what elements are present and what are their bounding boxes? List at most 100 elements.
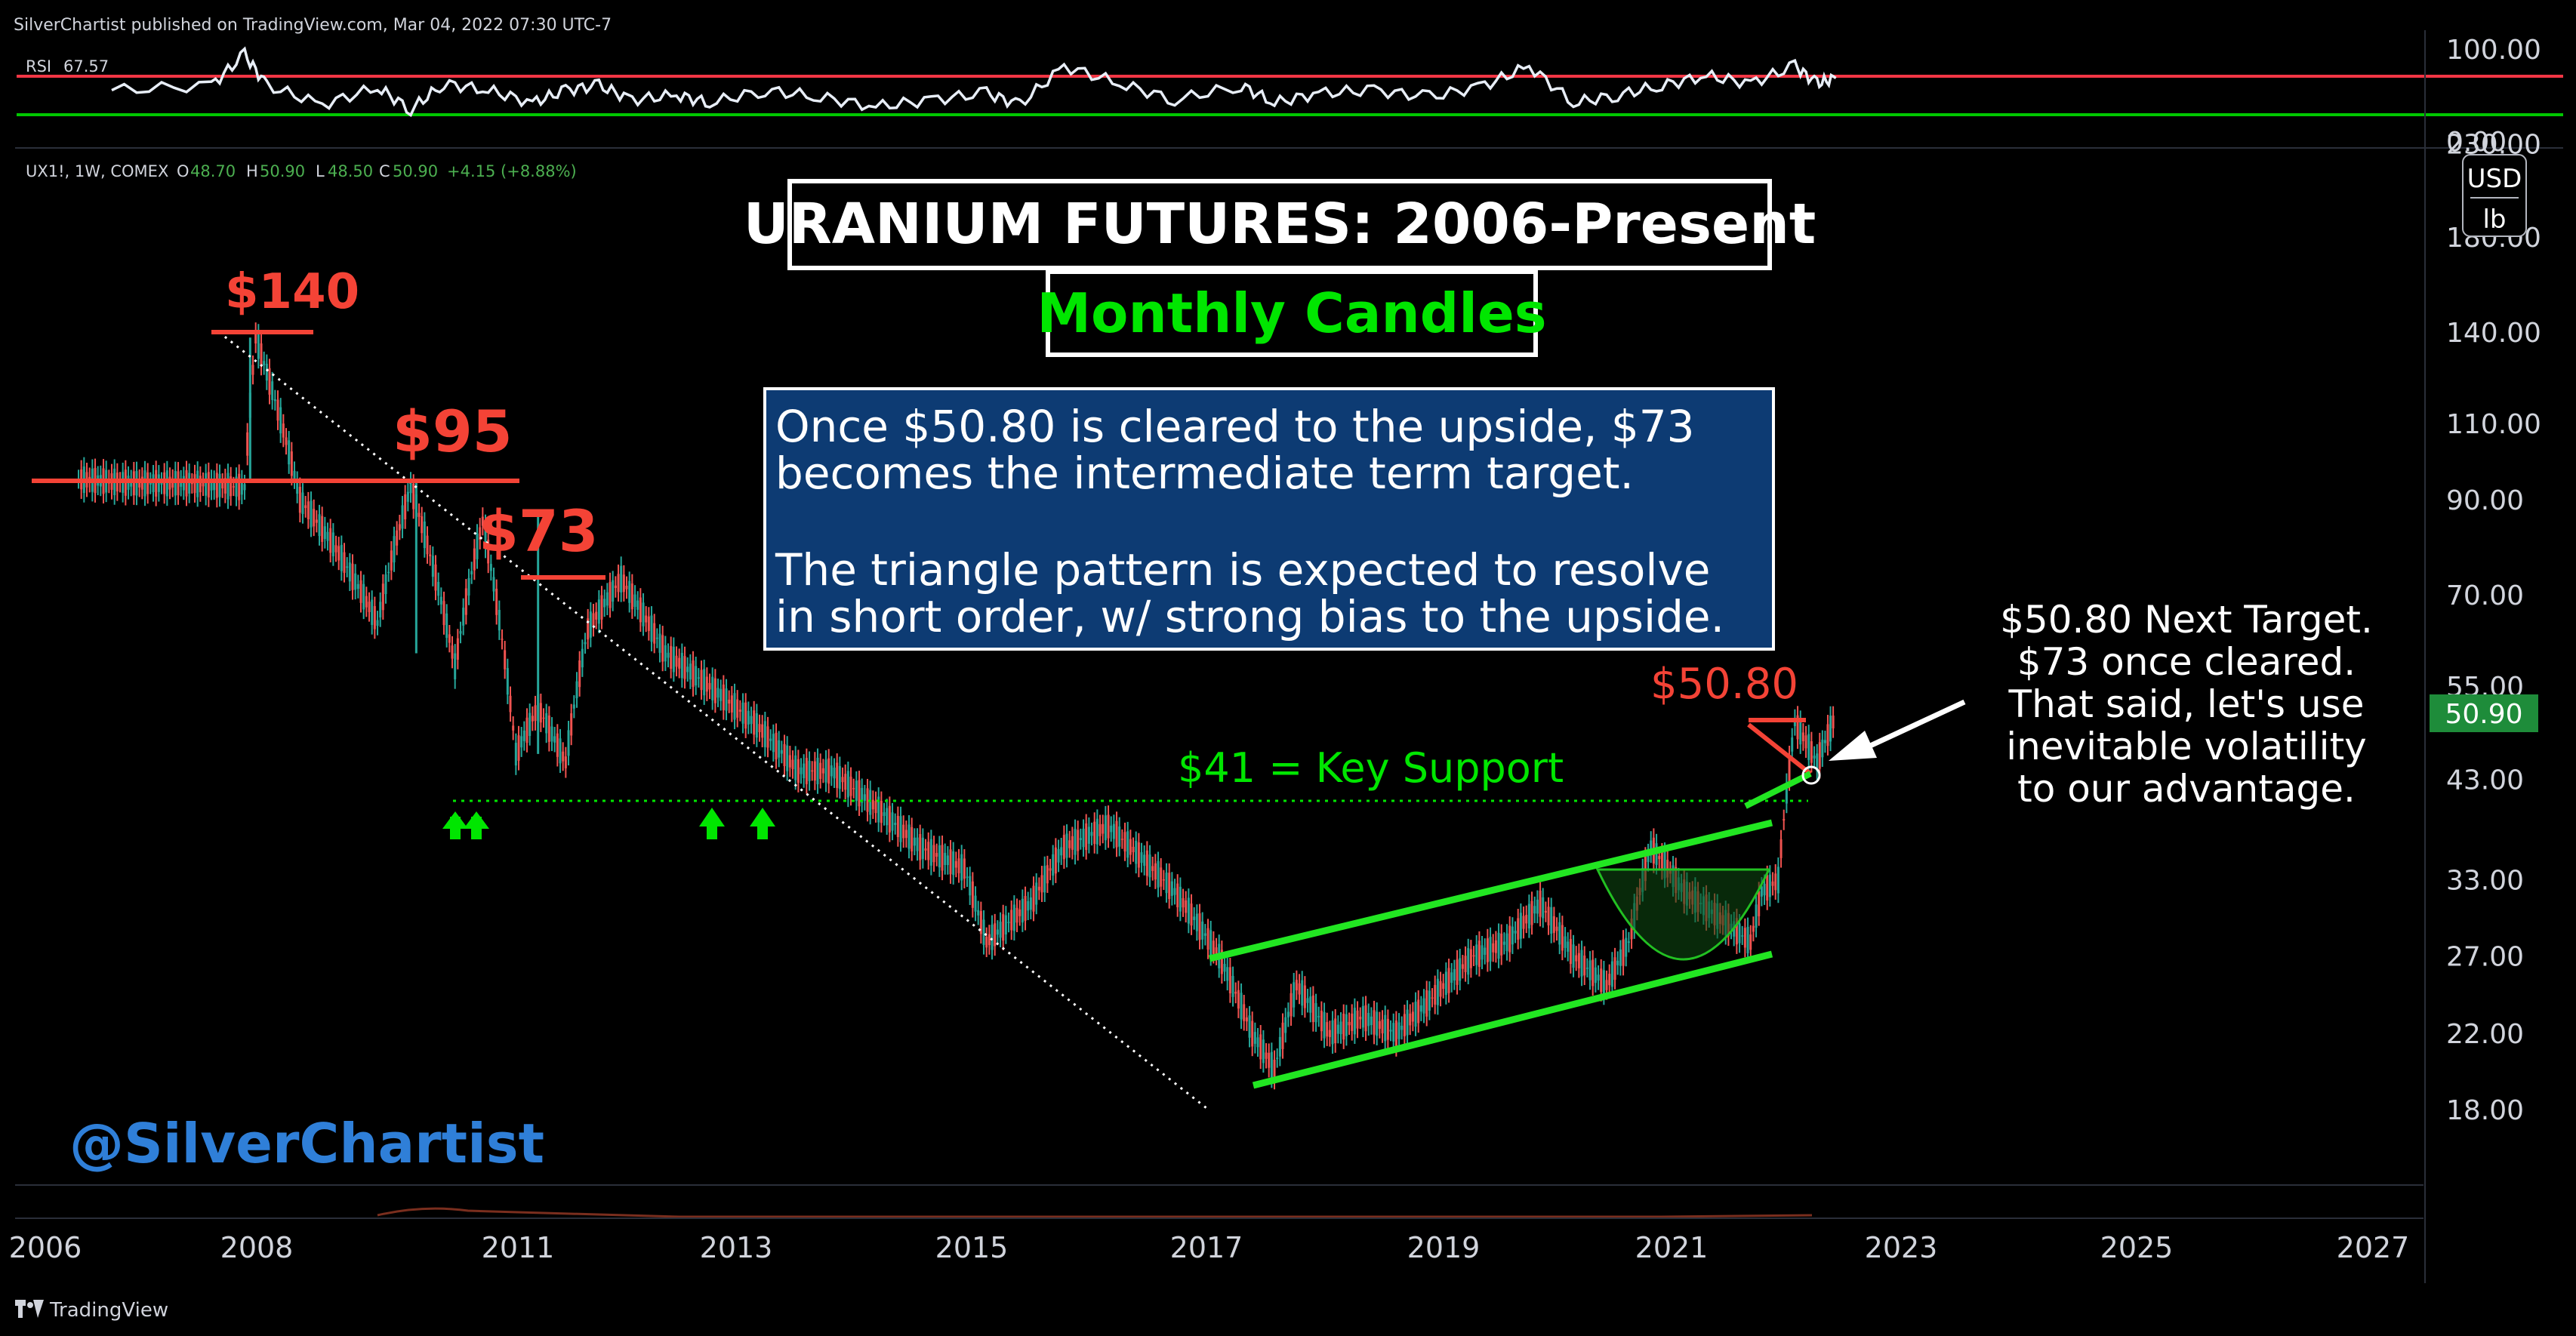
candle-body [1198, 913, 1201, 940]
candle-body [356, 583, 359, 590]
candle-body [736, 699, 739, 718]
candle-body [379, 602, 382, 617]
candle-body [459, 631, 462, 634]
candle-body [1738, 923, 1741, 944]
candle-body [1256, 1037, 1259, 1048]
symbol-label: UX1!, 1W, COMEX [26, 162, 168, 180]
candle-body [705, 676, 708, 692]
candle-body [260, 343, 263, 366]
candle-body [398, 524, 401, 531]
candle-body [886, 808, 889, 826]
candle-body [1018, 909, 1021, 916]
candle-body [1630, 918, 1633, 940]
currency-unit-button[interactable]: USD lb [2462, 154, 2527, 237]
candle-body [1384, 1014, 1387, 1042]
candle-body [1021, 898, 1024, 923]
candle-body [1478, 940, 1481, 967]
candle-body [985, 937, 988, 948]
rsi-series-line [111, 46, 1837, 118]
candle-body [362, 583, 365, 610]
candle-body [642, 602, 645, 626]
candle-body [504, 650, 507, 670]
candle-body [1027, 900, 1030, 911]
candle-body [456, 638, 459, 660]
candle-body [522, 730, 525, 741]
candle-body [132, 471, 135, 496]
candle-body [1245, 1017, 1248, 1022]
candle-body [1394, 1020, 1397, 1048]
candle-body [1231, 975, 1234, 997]
candle-body [846, 771, 849, 798]
candle-body [1459, 958, 1462, 981]
candle-body [1600, 968, 1603, 992]
candle-body [1367, 1012, 1370, 1027]
candle-body [251, 365, 254, 375]
last-price-value: 50.90 [2445, 699, 2522, 730]
price-tick-label: 33.00 [2446, 866, 2524, 897]
candle-body [700, 670, 703, 691]
candle-body [207, 472, 210, 498]
candle-body [1140, 852, 1143, 863]
candle-body [273, 399, 276, 402]
time-tick-label: 2027 [2337, 1231, 2410, 1264]
candle-body [949, 849, 952, 875]
candle-body [1040, 875, 1043, 893]
candle-body [185, 469, 188, 497]
candle-body [1049, 868, 1052, 871]
currency-unit-frame[interactable] [2462, 154, 2527, 237]
candle-body [1469, 949, 1472, 968]
currency-unit[interactable]: USD [2467, 164, 2522, 194]
candle-body [268, 368, 271, 395]
candle-body [1776, 867, 1779, 894]
candle-body [243, 484, 246, 491]
candle-body [1032, 885, 1035, 912]
candle-body [1771, 881, 1774, 886]
candle-body [393, 536, 396, 563]
candle-body [609, 582, 612, 608]
candle-body [1829, 716, 1832, 742]
candle-body [1356, 1010, 1359, 1029]
ohlc-high: 50.90 [260, 162, 305, 180]
last-price-tag [2430, 694, 2538, 732]
candle-body [498, 610, 501, 631]
candle-body [672, 646, 675, 673]
candle-body [620, 565, 623, 593]
candle-body [343, 552, 346, 573]
candle-body [218, 473, 221, 497]
candle-body [553, 736, 556, 743]
candle-body [421, 516, 424, 534]
candle-body [1567, 941, 1570, 952]
candle-body [1071, 836, 1074, 850]
candle-body [1148, 854, 1151, 878]
candle-body [1104, 815, 1107, 841]
candle-body [223, 478, 226, 494]
candle-body [811, 770, 814, 772]
candle-body [1625, 937, 1628, 957]
candle-body [1555, 926, 1558, 931]
candle-body [1796, 715, 1799, 740]
tv-logo-bar [15, 1300, 26, 1306]
currency-per-unit[interactable]: lb [2482, 205, 2506, 235]
right-note: $50.80 Next Target. $73 once cleared. Th… [2000, 598, 2373, 811]
candle-body [1547, 907, 1550, 926]
candle-body [595, 611, 598, 620]
candle-body [1406, 1009, 1409, 1036]
candle-body [1348, 1021, 1351, 1026]
subtitle-box [1046, 269, 1538, 357]
candle-body [988, 934, 991, 946]
candle-body [1364, 1005, 1367, 1032]
candle-body [855, 780, 858, 802]
candle-body [351, 563, 354, 590]
candle-body [1311, 995, 1314, 1022]
time-tick-label: 2021 [1635, 1231, 1709, 1264]
candle-body [944, 852, 947, 866]
candle-body [1115, 820, 1118, 848]
candle-body [348, 562, 351, 582]
candle-body [451, 645, 454, 659]
candle-body [630, 583, 633, 610]
candle-body [1422, 998, 1425, 1014]
candle-body [315, 519, 318, 523]
candle-body [1339, 1021, 1342, 1035]
candle-body [484, 524, 487, 549]
candle-body [1585, 968, 1588, 969]
